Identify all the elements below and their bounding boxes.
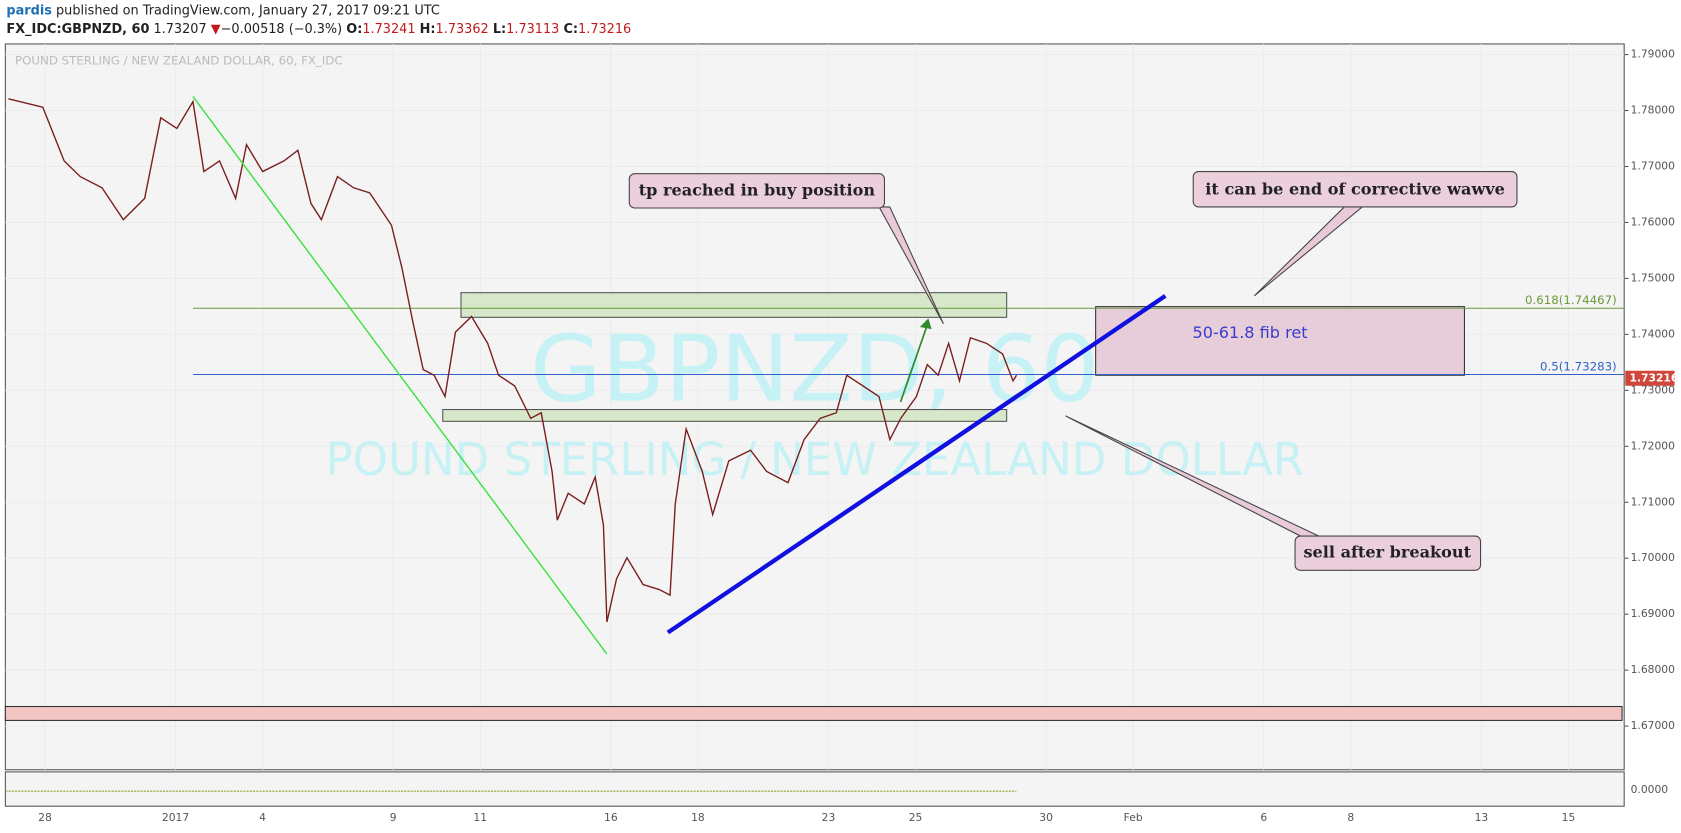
x-tick-label: 15 [1562,811,1576,824]
o-label: O: [346,21,362,36]
change-arrow: ▼ [211,21,221,36]
callout-box [1294,535,1482,571]
support-zone [442,408,1008,422]
fib-zone-label: 50-61.8 fib ret [1192,323,1307,342]
header-line1: pardis published on TradingView.com, Jan… [6,3,439,18]
x-tick-label: 23 [822,811,836,824]
x-tick-label: 4 [259,811,266,824]
watermark: GBPNZD, 60 [530,315,1099,423]
series-layer: 0.618(1.74467) 0.5(1.73283) [8,98,1625,623]
h-label: H: [420,21,436,36]
callout-box [628,173,885,209]
last-price-label: 1.73216 [1630,371,1679,384]
published: published on TradingView.com, January 27… [56,3,440,18]
x-tick-label: 6 [1260,811,1267,824]
y-tick-label: 1.74000 [1631,327,1676,340]
y-tick-label: 1.67000 [1631,719,1676,732]
symbol: FX_IDC:GBPNZD, 60 [6,21,149,36]
x-tick-label: Feb [1124,811,1143,824]
y-tick-label: 1.77000 [1631,160,1676,173]
fib-label: 0.5(1.73283) [1540,360,1617,374]
author[interactable]: pardis [6,3,52,18]
last: 1.73207 [153,21,206,36]
x-tick-label: 30 [1039,811,1053,824]
x-tick-label: 25 [909,811,923,824]
arrow-head [919,318,932,330]
low: 1.73113 [506,21,559,36]
y-tick-label: 1.70000 [1631,551,1676,564]
callout-text: sell after breakout [1304,543,1472,562]
axes: 1.67000 1.68000 1.69000 1.70000 1.71000 1.720… [5,48,1678,824]
y-tick-label: 1.68000 [1631,663,1676,676]
x-tick-label: 2017 [162,811,189,824]
callout-text: it can be end of corrective wawve [1205,179,1505,198]
arrow [899,321,930,403]
fib-zone [1095,306,1465,376]
x-tick-label: 16 [604,811,618,824]
callout-text: tp reached in buy position [639,180,876,199]
c-label: C: [563,21,578,36]
y-tick-label: 1.69000 [1631,607,1676,620]
header-line2: FX_IDC:GBPNZD, 60 1.73207 ▼−0.00518 (−0.… [6,21,631,36]
x-tick-label: 18 [691,811,705,824]
resistance-zone [460,292,1008,318]
y-tick-label: 1.78000 [1631,104,1676,117]
pink-zone [4,705,1623,721]
close: 1.73216 [578,21,631,36]
y-tick-label: 1.76000 [1631,215,1676,228]
x-tick-label: 13 [1475,811,1489,824]
y-tick-label: 1.75000 [1631,271,1676,284]
last-price-tag [1625,370,1675,386]
oscillator-tick-label: 0.0000 [1631,783,1669,796]
fib-label: 0.618(1.74467) [1525,293,1617,307]
callout-box [1192,170,1518,208]
trend-line-up [666,294,1167,635]
chart-title: POUND STERLING / NEW ZEALAND DOLLAR, 60,… [15,54,343,68]
trend-line-down [192,96,608,655]
high: 1.73362 [436,21,489,36]
x-tick-label: 9 [390,811,397,824]
l-label: L: [493,21,506,36]
x-tick-label: 11 [473,811,487,824]
x-tick-label: 28 [38,811,52,824]
change: −0.00518 (−0.3%) [221,21,343,36]
x-tick-label: 8 [1347,811,1354,824]
price-line [8,98,1018,623]
y-tick-label: 1.71000 [1631,495,1676,508]
oscillator-panel [4,771,1625,807]
y-tick-label: 1.73000 [1631,383,1676,396]
y-tick-label: 1.79000 [1631,48,1676,61]
open: 1.73241 [362,21,415,36]
callout-pointer [878,206,944,325]
watermark-subtitle: POUND STERLING / NEW ZEALAND DOLLAR [325,433,1304,486]
y-tick-label: 1.72000 [1631,439,1676,452]
